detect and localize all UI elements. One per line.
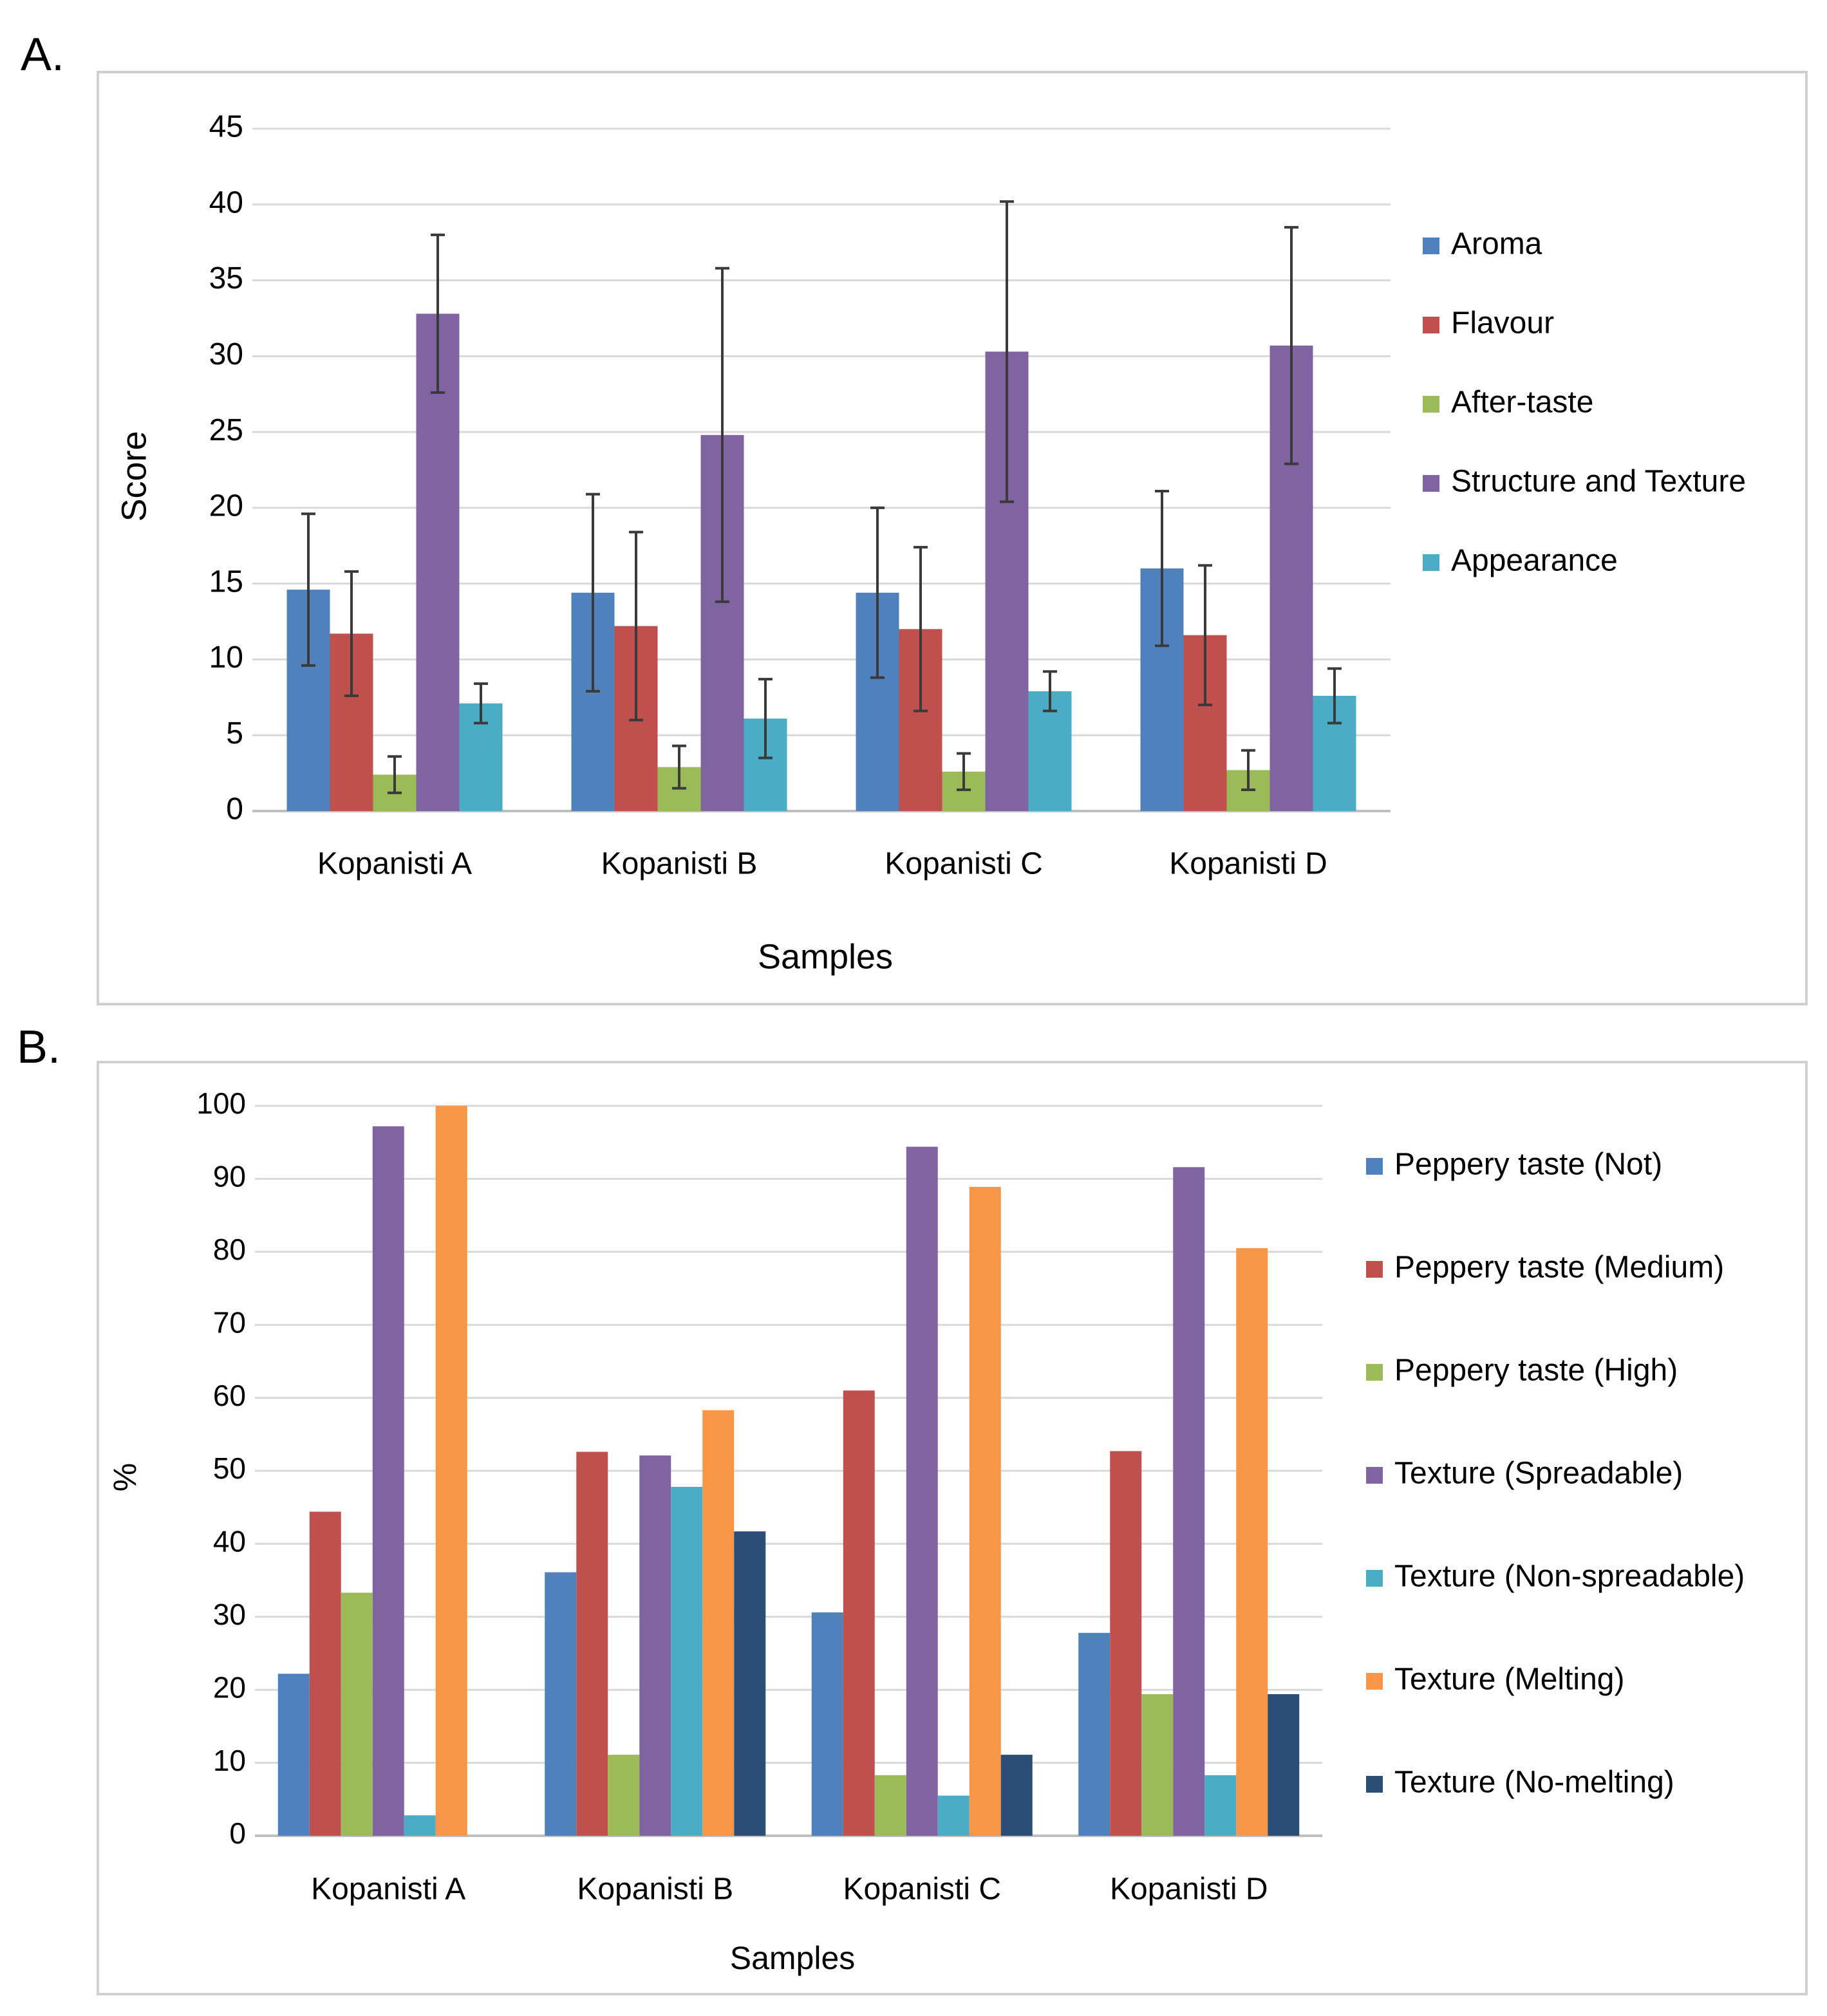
y-tick-label: 70 bbox=[213, 1305, 246, 1339]
legend-swatch bbox=[1423, 396, 1439, 413]
y-axis-title: % bbox=[107, 1463, 143, 1491]
y-tick-label: 40 bbox=[213, 1525, 246, 1558]
legend: Peppery taste (Not) Peppery taste (Medium… bbox=[1366, 1148, 1745, 1800]
y-tick-label: 90 bbox=[213, 1160, 246, 1193]
y-tick-label: 0 bbox=[226, 792, 243, 826]
y-tick-label: 10 bbox=[209, 640, 243, 675]
legend-swatch bbox=[1423, 238, 1439, 254]
x-tick-label: Kopanisti D bbox=[1110, 1872, 1268, 1907]
panel-label: A. bbox=[21, 29, 64, 80]
legend-swatch bbox=[1366, 1467, 1383, 1484]
x-tick-label: Kopanisti C bbox=[843, 1872, 1001, 1907]
bar bbox=[1078, 1632, 1110, 1836]
bar bbox=[671, 1486, 703, 1836]
y-tick-label: 20 bbox=[213, 1670, 246, 1704]
y-tick-label: 40 bbox=[209, 185, 243, 219]
y-tick-label: 100 bbox=[196, 1087, 246, 1120]
x-tick-label: Kopanisti C bbox=[885, 847, 1042, 881]
bar bbox=[937, 1795, 970, 1836]
bar bbox=[435, 1106, 467, 1836]
y-tick-label: 30 bbox=[213, 1598, 246, 1631]
bar bbox=[1268, 1694, 1300, 1836]
bar bbox=[608, 1755, 640, 1836]
bar bbox=[404, 1815, 436, 1836]
bar bbox=[1236, 1248, 1268, 1836]
legend-swatch bbox=[1366, 1776, 1383, 1793]
legend-swatch bbox=[1366, 1570, 1383, 1587]
bar bbox=[906, 1146, 938, 1836]
legend-swatch bbox=[1366, 1158, 1383, 1175]
bar bbox=[416, 313, 460, 811]
x-tick-label: Kopanisti A bbox=[317, 847, 472, 881]
legend-label: After-taste bbox=[1451, 386, 1593, 420]
legend-swatch bbox=[1423, 554, 1439, 571]
y-tick-label: 60 bbox=[213, 1379, 246, 1412]
legend-label: Texture (Spreadable) bbox=[1394, 1457, 1683, 1491]
y-tick-label: 0 bbox=[229, 1816, 246, 1850]
legend-label: Flavour bbox=[1451, 306, 1554, 341]
panel-label: B. bbox=[17, 1022, 61, 1073]
legend-label: Structure and Texture bbox=[1451, 465, 1746, 499]
legend-label: Appearance bbox=[1451, 544, 1618, 578]
chart-frame bbox=[97, 1061, 1808, 1995]
legend-label: Peppery taste (High) bbox=[1394, 1354, 1678, 1388]
bar bbox=[874, 1775, 906, 1836]
y-tick-label: 25 bbox=[209, 413, 243, 447]
legend-swatch bbox=[1423, 317, 1439, 333]
bar bbox=[576, 1451, 608, 1836]
y-axis-title: Score bbox=[115, 431, 153, 521]
legend-label: Aroma bbox=[1451, 227, 1542, 261]
y-tick-label: 80 bbox=[213, 1233, 246, 1266]
bar bbox=[734, 1531, 766, 1836]
y-tick-label: 10 bbox=[213, 1744, 246, 1777]
bar bbox=[1110, 1451, 1142, 1836]
legend-swatch bbox=[1423, 475, 1439, 492]
legend-label: Peppery taste (Medium) bbox=[1394, 1251, 1724, 1285]
x-axis-title: Samples bbox=[758, 937, 893, 976]
x-tick-label: Kopanisti B bbox=[577, 1872, 733, 1907]
bar bbox=[1000, 1755, 1033, 1836]
legend-swatch bbox=[1366, 1364, 1383, 1381]
y-tick-label: 35 bbox=[209, 261, 243, 295]
x-tick-label: Kopanisti A bbox=[311, 1872, 465, 1907]
bar bbox=[843, 1390, 875, 1836]
legend-swatch bbox=[1366, 1261, 1383, 1278]
legend-label: Texture (Melting) bbox=[1394, 1663, 1624, 1697]
bar bbox=[372, 1126, 404, 1836]
x-tick-label: Kopanisti B bbox=[601, 847, 758, 881]
y-tick-label: 20 bbox=[209, 489, 243, 523]
bar bbox=[1204, 1775, 1237, 1836]
bar bbox=[702, 1410, 735, 1836]
legend-label: Peppery taste (Not) bbox=[1394, 1148, 1662, 1182]
chart-panel-a: A. 0 5 10 15 20 25 30 35 40 45 Kopanisti A Kopanisti… bbox=[21, 29, 1808, 1005]
legend-swatch bbox=[1366, 1673, 1383, 1690]
bar bbox=[341, 1592, 373, 1836]
bar bbox=[1173, 1167, 1205, 1836]
bar bbox=[811, 1612, 843, 1836]
legend-label: Texture (Non-spreadable) bbox=[1394, 1560, 1745, 1594]
bar bbox=[545, 1572, 577, 1836]
chart-frame bbox=[97, 71, 1808, 1005]
y-tick-label: 45 bbox=[209, 110, 243, 144]
y-tick-label: 5 bbox=[226, 716, 243, 751]
y-tick-label: 30 bbox=[209, 337, 243, 371]
legend: Aroma Flavour After-taste Structure and Tex… bbox=[1423, 227, 1746, 578]
x-tick-label: Kopanisti D bbox=[1169, 847, 1327, 881]
bar bbox=[309, 1511, 341, 1836]
x-axis-title: Samples bbox=[730, 1940, 856, 1976]
legend-label: Texture (No-melting) bbox=[1394, 1766, 1674, 1800]
bar bbox=[1141, 1694, 1174, 1836]
chart-panel-b: B. 0 10 20 30 40 50 60 70 80 90 100 Kopanisti A Kopan… bbox=[17, 1022, 1808, 1995]
y-tick-label: 15 bbox=[209, 565, 243, 599]
bar bbox=[277, 1674, 310, 1836]
bar bbox=[969, 1186, 1001, 1836]
bar bbox=[639, 1455, 671, 1836]
y-tick-label: 50 bbox=[213, 1451, 246, 1485]
